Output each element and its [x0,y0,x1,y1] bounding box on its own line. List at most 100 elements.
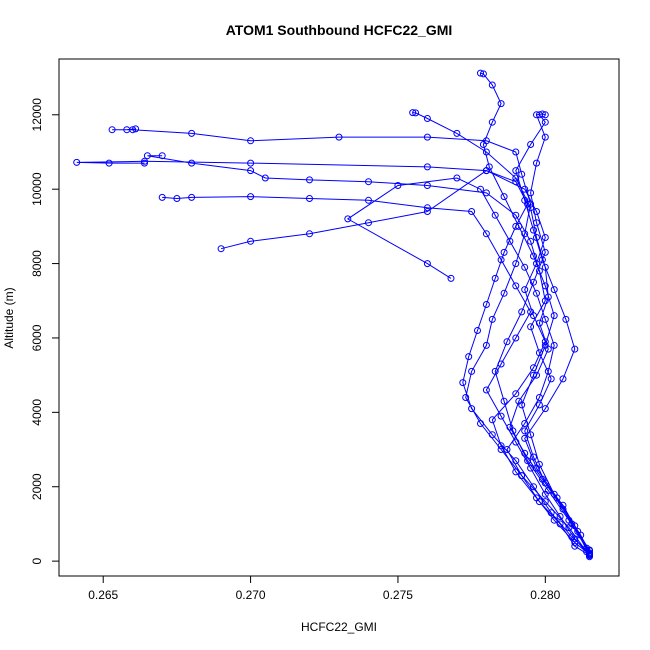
y-axis: 0 2000 4000 6000 8000 10000 12000 [30,98,59,564]
x-axis-label: HCFC22_GMI [301,620,377,634]
data-point [556,520,564,528]
data-point [571,345,579,353]
data-point [559,375,567,383]
data-point [521,196,529,204]
data-point [559,501,567,509]
y-tick-label: 8000 [30,250,44,277]
data-point [365,178,372,186]
data-point [544,345,552,353]
data-point [500,289,508,297]
data-point [530,252,537,260]
data-point [423,260,431,268]
series-profile-10 [512,111,593,555]
chart-title: ATOM1 Southbound HCFC22_GMI [226,22,453,38]
data-point [533,219,540,227]
data-point [468,405,476,413]
data-point [535,111,543,119]
x-tick-label: 0.275 [383,588,413,602]
data-point [556,513,564,520]
data-point [524,457,532,465]
data-point [482,386,490,394]
data-point [521,230,529,238]
data-point [132,125,140,133]
data-point [547,375,555,383]
data-point [530,226,537,234]
data-point [482,167,490,175]
data-point [533,464,540,472]
data-point [527,189,535,197]
data-point [491,274,499,282]
data-point [512,167,520,175]
data-point [535,401,543,409]
x-tick-label: 0.265 [88,588,118,602]
y-tick-label: 6000 [30,324,44,351]
data-point [497,412,505,420]
data-point [527,237,535,245]
data-point [538,256,546,264]
data-point [477,185,484,193]
plot-frame [58,58,620,577]
data-point [479,70,487,78]
data-point [491,367,499,375]
series-profile-8 [217,167,593,557]
data-point [544,487,552,494]
data-point [188,159,196,167]
data-point [306,176,313,184]
data-point [521,434,529,442]
data-point [158,152,166,160]
data-point [553,494,561,502]
data-point [500,193,508,201]
data-point [497,256,505,264]
data-point [465,353,473,361]
y-tick-label: 10000 [30,172,44,206]
data-point [394,182,402,189]
data-point [459,379,467,387]
data-point [477,69,484,77]
data-point [512,174,520,182]
data-point [521,420,529,427]
data-point [423,163,431,171]
data-point [512,222,520,230]
data-point [535,394,543,401]
data-point [533,208,540,215]
data-point [188,193,196,201]
data-point [247,237,255,245]
data-point [521,263,529,271]
series-profile-6 [409,109,593,561]
data-point [541,248,549,256]
data-point [562,315,570,323]
data-point [344,215,352,223]
data-point [518,472,526,480]
series-line [162,196,590,556]
data-point [586,547,593,555]
data-point [527,323,535,331]
data-point [512,334,520,342]
data-point [488,81,496,89]
data-point [482,230,490,238]
data-point [500,397,508,405]
data-point [123,126,131,134]
data-point [571,522,579,530]
data-point [533,371,540,379]
data-point [423,204,431,212]
x-axis: 0.265 0.270 0.275 0.280 [88,576,561,602]
series-profile-2 [143,152,593,558]
data-point [306,230,313,238]
data-point [544,367,552,375]
data-point [468,208,476,215]
data-point [533,260,540,268]
data-point [247,159,255,167]
data-point [105,159,113,167]
data-point [535,498,543,506]
data-point [512,390,520,398]
data-point [335,133,343,141]
data-point [261,174,269,182]
data-point [108,126,116,134]
y-axis-label: Altitude (m) [2,287,16,348]
data-point [527,141,535,148]
series-profile-9 [344,174,593,559]
data-point [530,483,537,491]
series-profile-3 [108,125,591,556]
data-point [423,208,431,215]
data-point [571,542,579,550]
